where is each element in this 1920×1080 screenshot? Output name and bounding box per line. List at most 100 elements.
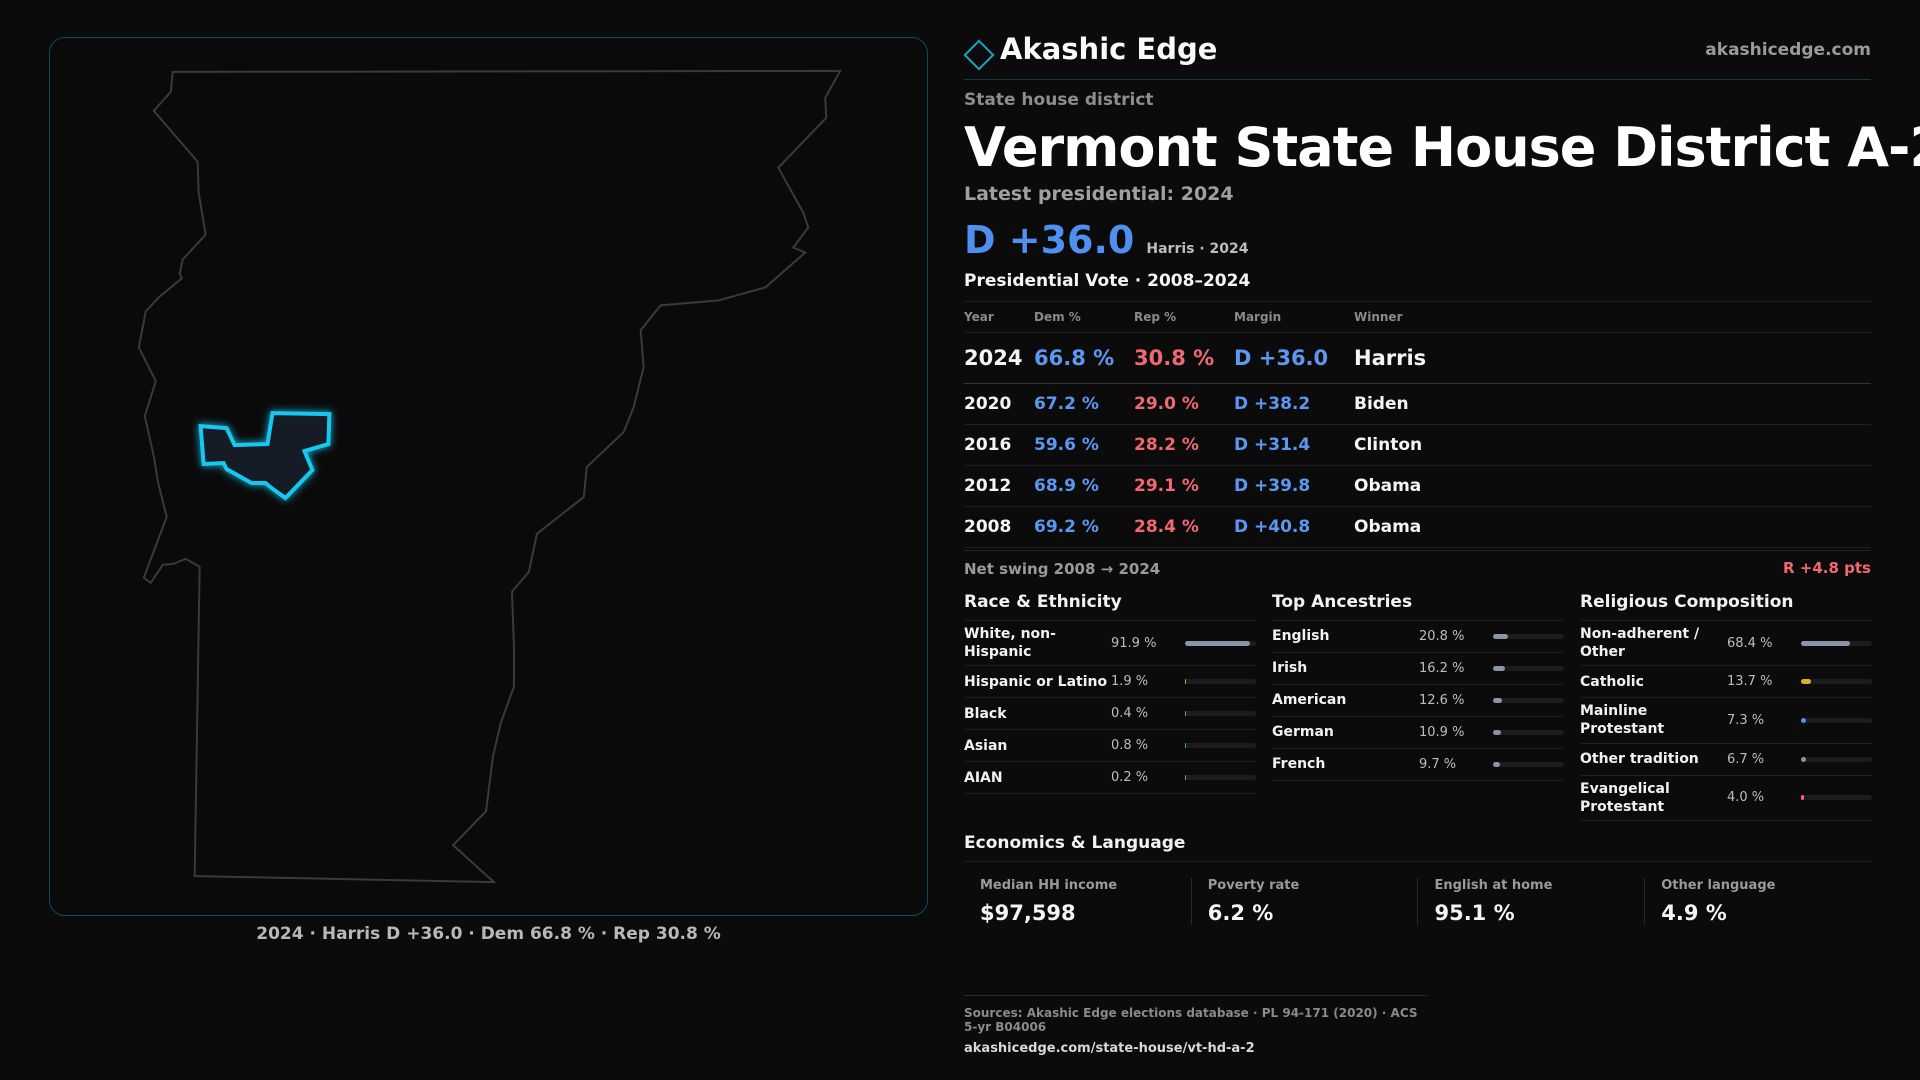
net-swing-row: Net swing 2008 → 2024 R +4.8 pts	[964, 549, 1871, 578]
list-item: AIAN 0.2 %	[964, 762, 1256, 795]
share-bar-fill	[1185, 743, 1187, 749]
table-header-row: Year Dem % Rep % Margin Winner	[964, 302, 1871, 333]
margin-cell: D +38.2	[1234, 383, 1354, 425]
dem-cell: 69.2 %	[1034, 506, 1134, 548]
item-label: Irish	[1272, 660, 1308, 677]
share-bar	[1185, 679, 1256, 685]
share-bar-fill	[1801, 679, 1811, 685]
winner-cell: Obama	[1354, 506, 1871, 548]
item-label: Hispanic or Latino	[964, 673, 1108, 690]
item-label: Asian	[964, 737, 1008, 754]
dem-cell: 59.6 %	[1034, 424, 1134, 466]
top-ancestries-section: Top Ancestries English 20.8 % Irish 16.2 % A…	[1272, 592, 1564, 821]
dem-cell: 67.2 %	[1034, 383, 1134, 425]
list-item: Evangelical Protestant 4.0 %	[1580, 776, 1872, 822]
brand-name[interactable]: Akashic Edge	[1000, 32, 1218, 66]
list-item: Black 0.4 %	[964, 698, 1256, 731]
rep-cell: 28.2 %	[1134, 424, 1234, 466]
share-bar	[1185, 711, 1256, 717]
year-cell: 2008	[964, 506, 1034, 548]
share-bar-fill	[1801, 717, 1807, 723]
share-bar	[1801, 640, 1872, 646]
share-bar-fill	[1493, 697, 1502, 703]
page-title: Vermont State House District A-2	[964, 116, 1920, 179]
list-item: Non-adherent / Other 68.4 %	[1580, 621, 1872, 667]
item-percent: 16.2 %	[1419, 660, 1465, 676]
item-percent: 1.9 %	[1111, 674, 1149, 690]
item-label: AIAN	[964, 769, 1003, 786]
latest-presidential-label: Latest presidential: 2024	[964, 183, 1234, 206]
religious-composition-title: Religious Composition	[1580, 592, 1872, 621]
table-row: 2008 69.2 % 28.4 % D +40.8 Obama	[964, 506, 1871, 548]
item-label: Other tradition	[1580, 751, 1699, 768]
stat-label: Other language	[1661, 878, 1776, 894]
share-bar	[1493, 761, 1564, 767]
share-bar	[1801, 795, 1872, 801]
rep-cell: 29.1 %	[1134, 465, 1234, 507]
district-a-2-shape[interactable]	[198, 411, 332, 501]
stat-value: 4.9 %	[1661, 901, 1727, 926]
share-bar-fill	[1493, 633, 1508, 639]
share-bar-fill	[1493, 665, 1505, 671]
brand-url-link[interactable]: akashicedge.com	[1705, 40, 1871, 60]
sources-footer: Sources: Akashic Edge elections database…	[964, 995, 1427, 1056]
item-percent: 4.0 %	[1727, 790, 1765, 806]
share-bar	[1801, 679, 1872, 685]
source-page-link[interactable]: akashicedge.com/state-house/vt-hd-a-2	[964, 1041, 1255, 1056]
winner-cell: Clinton	[1354, 424, 1871, 466]
list-item: English 20.8 %	[1272, 621, 1564, 653]
item-label: Black	[964, 705, 1007, 722]
share-bar-fill	[1185, 775, 1187, 781]
item-percent: 20.8 %	[1419, 628, 1465, 644]
dem-cell: 68.9 %	[1034, 465, 1134, 507]
share-bar-fill	[1801, 640, 1850, 646]
item-label: Catholic	[1580, 673, 1644, 690]
share-bar	[1493, 633, 1564, 639]
stat-label: Median HH income	[980, 878, 1118, 894]
list-item: White, non-Hispanic 91.9 %	[964, 621, 1256, 667]
table-row: 2020 67.2 % 29.0 % D +38.2 Biden	[964, 383, 1871, 425]
dem-cell: 66.8 %	[1034, 332, 1134, 384]
share-bar-fill	[1801, 795, 1804, 801]
state-outline	[137, 69, 842, 884]
race-ethnicity-title: Race & Ethnicity	[964, 592, 1256, 621]
item-label: English	[1272, 628, 1330, 645]
item-percent: 0.8 %	[1111, 738, 1149, 754]
winner-cell: Harris	[1354, 332, 1871, 384]
table-row: 2016 59.6 % 28.2 % D +31.4 Clinton	[964, 424, 1871, 466]
item-percent: 6.7 %	[1727, 751, 1765, 767]
column-header-rep: Rep %	[1134, 302, 1234, 333]
rep-cell: 30.8 %	[1134, 332, 1234, 384]
demographics-columns: Race & Ethnicity White, non-Hispanic 91.9…	[964, 592, 1872, 822]
item-percent: 0.2 %	[1111, 770, 1149, 786]
item-label: Non-adherent / Other	[1580, 625, 1700, 661]
brand-header: Akashic Edge akashicedge.com	[963, 30, 1871, 80]
economics-language-title: Economics & Language	[964, 833, 1871, 863]
column-header-year: Year	[964, 302, 1034, 333]
share-bar	[1493, 697, 1564, 703]
stat-poverty-rate: Poverty rate 6.2 %	[1190, 878, 1418, 926]
stat-other-language: Other language 4.9 %	[1644, 878, 1871, 926]
item-percent: 10.9 %	[1419, 724, 1465, 740]
stat-label: Poverty rate	[1207, 878, 1300, 894]
share-bar	[1493, 729, 1564, 735]
headline-margin: D +36.0 Harris · 2024	[964, 213, 1871, 259]
share-bar	[1185, 775, 1256, 781]
rep-cell: 28.4 %	[1134, 506, 1234, 548]
list-item: German 10.9 %	[1272, 717, 1564, 749]
item-label: Mainline Protestant	[1580, 703, 1665, 738]
share-bar	[1493, 665, 1564, 671]
list-item: American 12.6 %	[1272, 685, 1564, 717]
religious-composition-section: Religious Composition Non-adherent / Oth…	[1580, 592, 1872, 822]
table-row: 2024 66.8 % 30.8 % D +36.0 Harris	[964, 332, 1871, 384]
district-info-panel: Akashic Edge akashicedge.com State house…	[963, 30, 1920, 926]
item-label: Evangelical Protestant	[1580, 780, 1670, 815]
stat-label: English at home	[1434, 878, 1553, 894]
stat-english-at-home: English at home 95.1 %	[1417, 878, 1644, 926]
district-map[interactable]	[49, 37, 928, 916]
margin-cell: D +39.8	[1234, 465, 1354, 507]
item-percent: 0.4 %	[1111, 706, 1149, 722]
share-bar-fill	[1185, 679, 1187, 685]
list-item: Irish 16.2 %	[1272, 653, 1564, 685]
list-item: Hispanic or Latino 1.9 %	[964, 666, 1256, 699]
